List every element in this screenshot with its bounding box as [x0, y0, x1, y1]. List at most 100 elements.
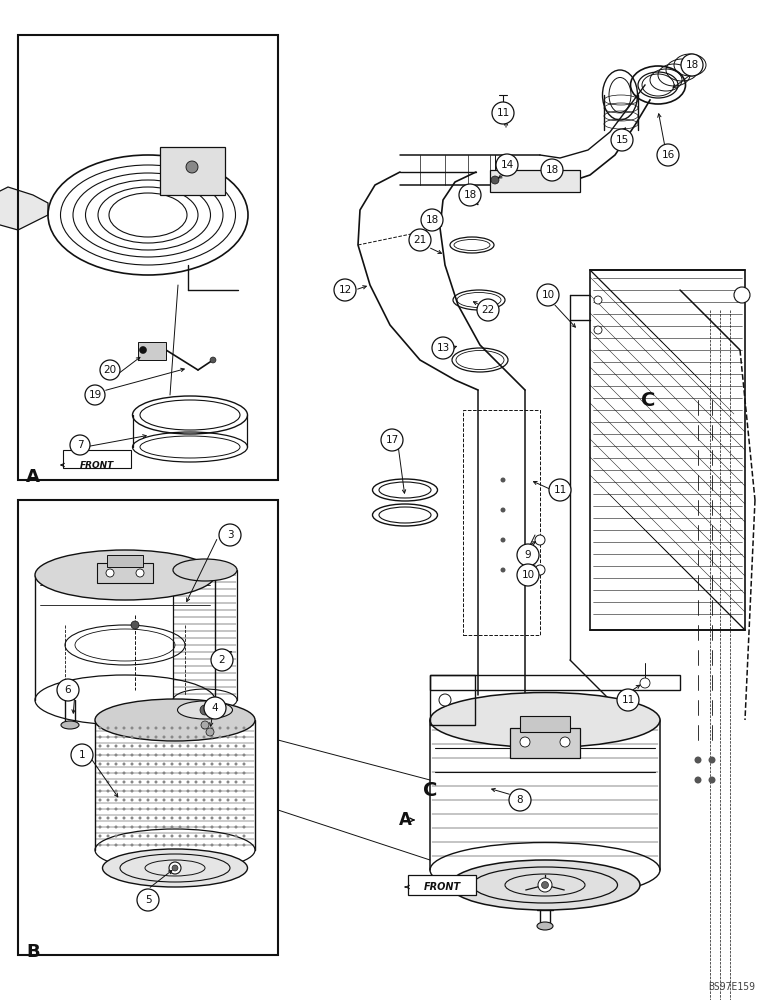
Text: 22: 22	[482, 305, 495, 315]
Circle shape	[154, 790, 157, 792]
Circle shape	[171, 826, 174, 828]
Circle shape	[195, 726, 198, 730]
Circle shape	[200, 705, 210, 715]
Circle shape	[202, 844, 205, 846]
Circle shape	[202, 798, 205, 802]
Circle shape	[202, 826, 205, 828]
Circle shape	[695, 776, 702, 784]
Circle shape	[211, 754, 214, 756]
Circle shape	[123, 772, 126, 774]
Circle shape	[242, 834, 245, 838]
Circle shape	[162, 798, 165, 802]
Circle shape	[517, 544, 539, 566]
Circle shape	[195, 844, 198, 846]
Circle shape	[169, 862, 181, 874]
Circle shape	[617, 689, 639, 711]
Circle shape	[114, 780, 117, 784]
Circle shape	[187, 826, 189, 828]
Text: 1: 1	[79, 750, 86, 760]
Circle shape	[439, 694, 451, 706]
Circle shape	[187, 798, 189, 802]
Ellipse shape	[35, 550, 215, 600]
Circle shape	[500, 508, 506, 512]
Circle shape	[130, 762, 134, 766]
Circle shape	[186, 161, 198, 173]
Circle shape	[202, 816, 205, 820]
Circle shape	[138, 726, 141, 730]
Circle shape	[226, 754, 229, 756]
Circle shape	[178, 744, 181, 748]
Circle shape	[171, 844, 174, 846]
Circle shape	[381, 429, 403, 451]
Circle shape	[123, 808, 126, 810]
Circle shape	[242, 754, 245, 756]
Circle shape	[138, 808, 141, 810]
Circle shape	[130, 754, 134, 756]
Text: 11: 11	[554, 485, 567, 495]
Circle shape	[210, 357, 216, 363]
Circle shape	[99, 816, 101, 820]
Circle shape	[202, 808, 205, 810]
Circle shape	[491, 176, 499, 184]
Circle shape	[114, 834, 117, 838]
Circle shape	[187, 790, 189, 792]
Circle shape	[211, 798, 214, 802]
Circle shape	[500, 538, 506, 542]
Text: 18: 18	[686, 60, 699, 70]
Circle shape	[162, 762, 165, 766]
Circle shape	[147, 834, 150, 838]
Circle shape	[187, 834, 189, 838]
Circle shape	[114, 736, 117, 738]
Circle shape	[226, 816, 229, 820]
Circle shape	[114, 744, 117, 748]
Circle shape	[187, 762, 189, 766]
Circle shape	[211, 834, 214, 838]
Circle shape	[171, 772, 174, 774]
Circle shape	[195, 754, 198, 756]
Circle shape	[709, 756, 716, 764]
Bar	[18, 35, 278, 480]
Circle shape	[640, 678, 650, 688]
Text: 18: 18	[463, 190, 476, 200]
Circle shape	[681, 54, 703, 76]
Circle shape	[187, 736, 189, 738]
Text: 11: 11	[496, 108, 510, 118]
Circle shape	[211, 736, 214, 738]
Circle shape	[107, 790, 110, 792]
Text: FRONT: FRONT	[80, 460, 114, 470]
Circle shape	[187, 726, 189, 730]
Bar	[520, 716, 570, 732]
Text: 9: 9	[525, 550, 531, 560]
Circle shape	[211, 762, 214, 766]
Text: 18: 18	[425, 215, 438, 225]
Circle shape	[235, 808, 238, 810]
Circle shape	[130, 736, 134, 738]
Circle shape	[171, 834, 174, 838]
Circle shape	[195, 762, 198, 766]
Circle shape	[657, 144, 679, 166]
Circle shape	[235, 844, 238, 846]
Ellipse shape	[173, 559, 237, 581]
Circle shape	[114, 754, 117, 756]
Circle shape	[106, 569, 114, 577]
Text: 21: 21	[413, 235, 427, 245]
Circle shape	[154, 826, 157, 828]
Circle shape	[107, 780, 110, 784]
Circle shape	[154, 736, 157, 738]
Ellipse shape	[537, 922, 553, 930]
Circle shape	[154, 834, 157, 838]
Circle shape	[334, 279, 356, 301]
Bar	[97, 563, 153, 583]
Polygon shape	[0, 187, 48, 230]
Text: 10: 10	[541, 290, 554, 300]
Ellipse shape	[61, 721, 79, 729]
Circle shape	[226, 826, 229, 828]
Circle shape	[114, 844, 117, 846]
Bar	[430, 675, 680, 690]
Circle shape	[178, 780, 181, 784]
Circle shape	[202, 726, 205, 730]
Circle shape	[138, 772, 141, 774]
Ellipse shape	[450, 860, 640, 910]
Circle shape	[187, 808, 189, 810]
Text: 19: 19	[88, 390, 102, 400]
